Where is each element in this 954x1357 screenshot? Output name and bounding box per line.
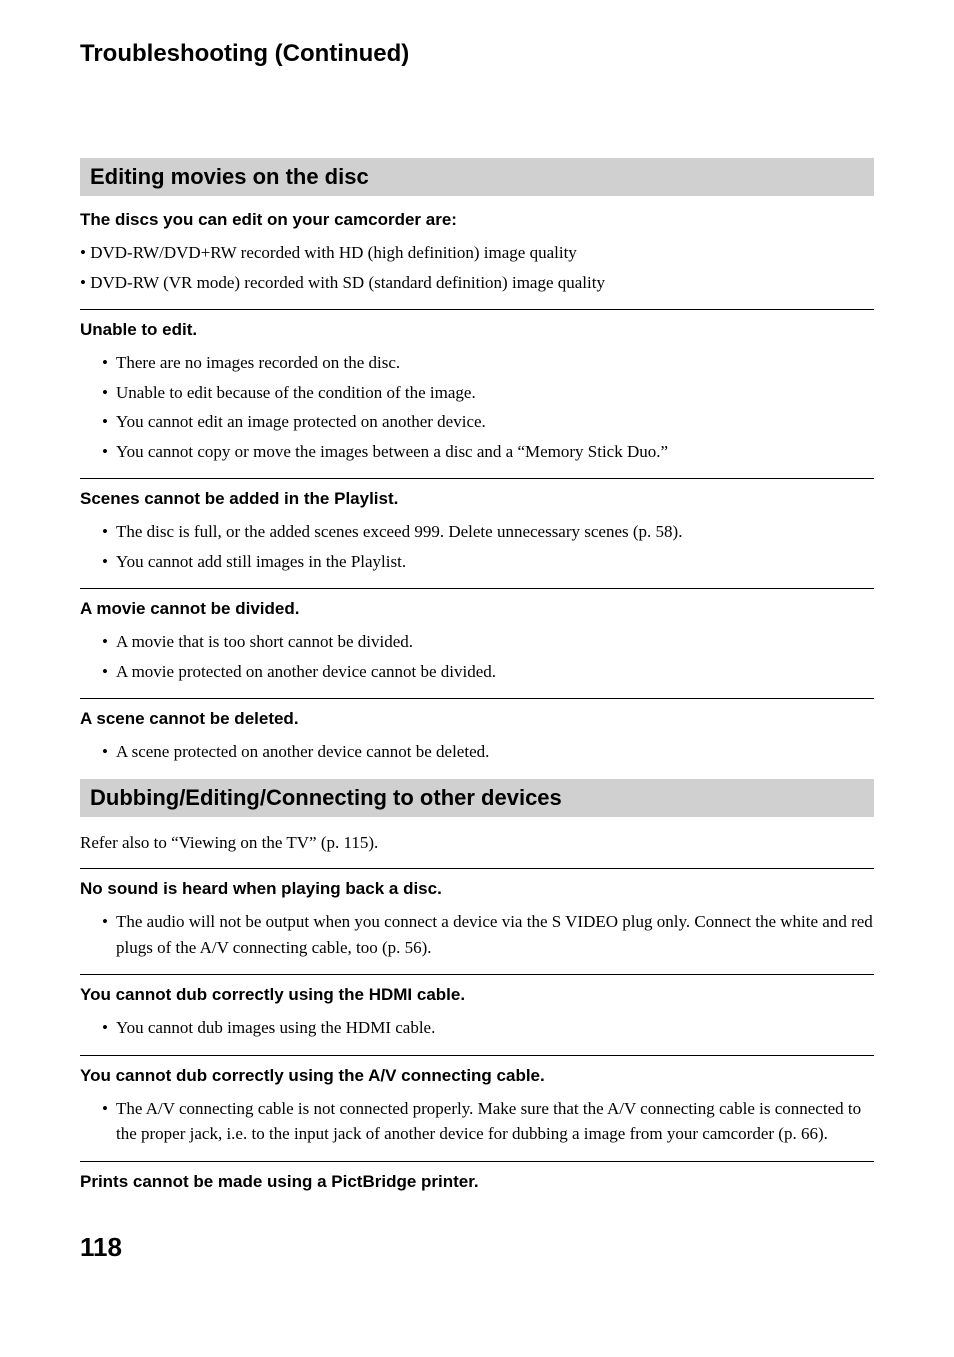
subsection-av-cable: You cannot dub correctly using the A/V c… [80,1066,874,1147]
bullet-list: The disc is full, or the added scenes ex… [80,519,874,574]
bullet-list: There are no images recorded on the disc… [80,350,874,464]
list-item: The disc is full, or the added scenes ex… [116,519,874,545]
bullet-list: A movie that is too short cannot be divi… [80,629,874,684]
list-item: The A/V connecting cable is not connecte… [116,1096,874,1147]
subsection-title: Scenes cannot be added in the Playlist. [80,489,874,509]
subsection-unable-to-edit: Unable to edit. There are no images reco… [80,320,874,464]
divider [80,588,874,589]
subsection-title: You cannot dub correctly using the A/V c… [80,1066,874,1086]
list-item: A scene protected on another device cann… [116,739,874,765]
subsection-scenes-playlist: Scenes cannot be added in the Playlist. … [80,489,874,574]
divider [80,1161,874,1162]
intro-bullet-text: DVD-RW/DVD+RW recorded with HD (high def… [90,243,577,262]
subsection-title: A scene cannot be deleted. [80,709,874,729]
subsection-scene-deleted: A scene cannot be deleted. A scene prote… [80,709,874,765]
list-item: You cannot copy or move the images betwe… [116,439,874,465]
intro-bullet: • DVD-RW (VR mode) recorded with SD (sta… [80,270,874,296]
bullet-list: The audio will not be output when you co… [80,909,874,960]
intro-bullet-text: DVD-RW (VR mode) recorded with SD (stand… [90,273,605,292]
bullet-list: You cannot dub images using the HDMI cab… [80,1015,874,1041]
list-item: You cannot dub images using the HDMI cab… [116,1015,874,1041]
divider [80,974,874,975]
divider [80,1055,874,1056]
intro-block: The discs you can edit on your camcorder… [80,210,874,295]
subsection-pictbridge: Prints cannot be made using a PictBridge… [80,1172,874,1192]
page-number: 118 [80,1232,874,1263]
list-item: You cannot edit an image protected on an… [116,409,874,435]
list-item: Unable to edit because of the condition … [116,380,874,406]
subsection-title: Prints cannot be made using a PictBridge… [80,1172,874,1192]
divider [80,868,874,869]
subsection-title: You cannot dub correctly using the HDMI … [80,985,874,1005]
intro-title: The discs you can edit on your camcorder… [80,210,874,230]
divider [80,698,874,699]
section-editing-movies: Editing movies on the disc The discs you… [80,158,874,765]
bullet-list: A scene protected on another device cann… [80,739,874,765]
list-item: The audio will not be output when you co… [116,909,874,960]
list-item: A movie that is too short cannot be divi… [116,629,874,655]
subsection-no-sound: No sound is heard when playing back a di… [80,879,874,960]
list-item: You cannot add still images in the Playl… [116,549,874,575]
subsection-title: No sound is heard when playing back a di… [80,879,874,899]
section-header: Dubbing/Editing/Connecting to other devi… [80,779,874,817]
subsection-movie-divided: A movie cannot be divided. A movie that … [80,599,874,684]
section-dubbing-editing: Dubbing/Editing/Connecting to other devi… [80,779,874,1192]
subsection-hdmi-cable: You cannot dub correctly using the HDMI … [80,985,874,1041]
intro-bullet: • DVD-RW/DVD+RW recorded with HD (high d… [80,240,874,266]
section-header: Editing movies on the disc [80,158,874,196]
list-item: There are no images recorded on the disc… [116,350,874,376]
divider [80,309,874,310]
subsection-title: A movie cannot be divided. [80,599,874,619]
chapter-title: Troubleshooting (Continued) [80,40,874,68]
subsection-title: Unable to edit. [80,320,874,340]
list-item: A movie protected on another device cann… [116,659,874,685]
divider [80,478,874,479]
intro-text: Refer also to “Viewing on the TV” (p. 11… [80,831,874,855]
bullet-list: The A/V connecting cable is not connecte… [80,1096,874,1147]
